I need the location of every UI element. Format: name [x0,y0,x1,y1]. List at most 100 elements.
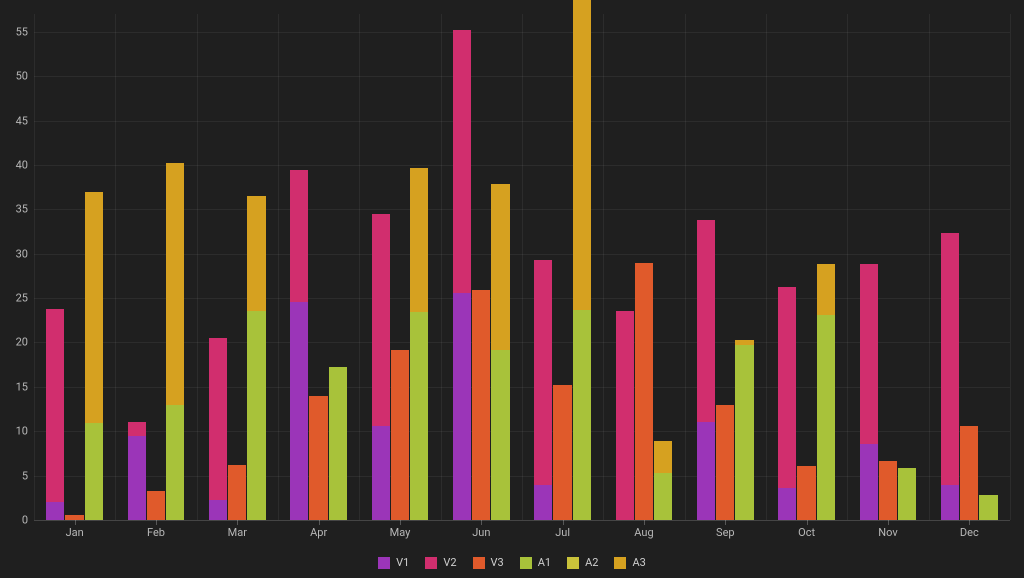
bar-A1 [979,495,997,520]
legend-label: V1 [396,556,409,569]
month-group: Jun [453,14,510,520]
bar-A3 [247,196,265,311]
bar-A1 [898,468,916,520]
v-gridline [1010,14,1011,520]
legend-label: A1 [538,556,551,569]
bar-A1 [410,312,428,520]
bar-V2 [616,311,634,520]
bar-V2 [453,30,471,293]
bar-V3 [65,515,83,520]
v-gridline [685,14,686,520]
gridline [34,520,1010,521]
y-tick-label: 0 [0,514,34,527]
bar-V2 [209,338,227,500]
x-tick-label: Dec [960,520,979,539]
bar-A1 [573,310,591,520]
legend-item-A3[interactable]: A3 [614,556,645,569]
legend-swatch [520,557,532,569]
bar-V1 [534,485,552,521]
x-tick-label: Jul [555,520,570,539]
month-group: Feb [128,14,185,520]
bar-V1 [453,293,471,520]
legend-item-V3[interactable]: V3 [473,556,504,569]
bar-A3 [491,184,509,351]
month-group: May [372,14,429,520]
y-axis: 0510152025303540455055 [0,14,34,520]
x-tick-label: Oct [798,520,815,539]
bar-A3 [85,192,103,423]
x-tick-label: Nov [878,520,897,539]
month-group: Jul [534,14,591,520]
month-group: Nov [860,14,917,520]
x-tick-label: Mar [228,520,247,539]
legend-label: V3 [491,556,504,569]
bar-V3 [147,491,165,520]
bar-V3 [228,465,246,520]
month-group: Jan [46,14,103,520]
bar-A3 [735,340,753,345]
legend-swatch [378,557,390,569]
bar-V2 [46,309,64,503]
bar-V1 [46,502,64,520]
v-gridline [197,14,198,520]
y-tick-label: 10 [0,425,34,438]
v-gridline [522,14,523,520]
legend-swatch [614,557,626,569]
bar-V3 [309,396,327,520]
bar-V2 [941,233,959,484]
month-group: Dec [941,14,998,520]
month-group: Mar [209,14,266,520]
bar-V3 [960,426,978,520]
bar-V3 [716,405,734,520]
bar-V1 [128,436,146,520]
month-group: Oct [778,14,835,520]
v-gridline [847,14,848,520]
y-tick-label: 35 [0,203,34,216]
bar-V3 [879,461,897,520]
y-tick-label: 25 [0,292,34,305]
bar-V1 [860,444,878,520]
bar-V1 [941,485,959,521]
bar-V3 [472,290,490,520]
legend-item-V2[interactable]: V2 [425,556,456,569]
bar-V2 [697,220,715,422]
y-tick-label: 15 [0,380,34,393]
bar-A3 [410,168,428,313]
bar-A1 [735,345,753,520]
bar-V2 [372,214,390,426]
y-tick-label: 45 [0,114,34,127]
legend: V1 V2 V3 A1 A2 A3 [0,556,1024,572]
bar-A1 [166,405,184,520]
bar-V3 [553,385,571,520]
legend-item-A1[interactable]: A1 [520,556,551,569]
x-tick-label: Apr [310,520,327,539]
bar-A1 [654,473,672,520]
month-group: Apr [290,14,347,520]
legend-item-V1[interactable]: V1 [378,556,409,569]
chart-container: 0510152025303540455055 JanFebMarAprMayJu… [0,0,1024,578]
x-tick-label: Jan [66,520,84,539]
y-tick-label: 30 [0,247,34,260]
x-tick-label: Aug [634,520,653,539]
bar-V3 [797,466,815,520]
y-tick-label: 55 [0,25,34,38]
legend-item-A2[interactable]: A2 [567,556,598,569]
bar-V2 [534,260,552,485]
bar-A1 [817,315,835,520]
legend-label: A2 [585,556,598,569]
x-tick-label: Sep [716,520,735,539]
v-gridline [115,14,116,520]
legend-label: V2 [443,556,456,569]
y-tick-label: 5 [0,469,34,482]
legend-swatch [473,557,485,569]
y-tick-label: 50 [0,70,34,83]
x-tick-label: May [390,520,411,539]
y-tick-label: 20 [0,336,34,349]
bar-V2 [860,264,878,443]
v-gridline [766,14,767,520]
bar-V2 [128,422,146,435]
bar-A3 [817,264,835,315]
bar-A3 [573,0,591,310]
bar-V2 [290,170,308,301]
plot-area: JanFebMarAprMayJunJulAugSepOctNovDec [34,14,1010,521]
